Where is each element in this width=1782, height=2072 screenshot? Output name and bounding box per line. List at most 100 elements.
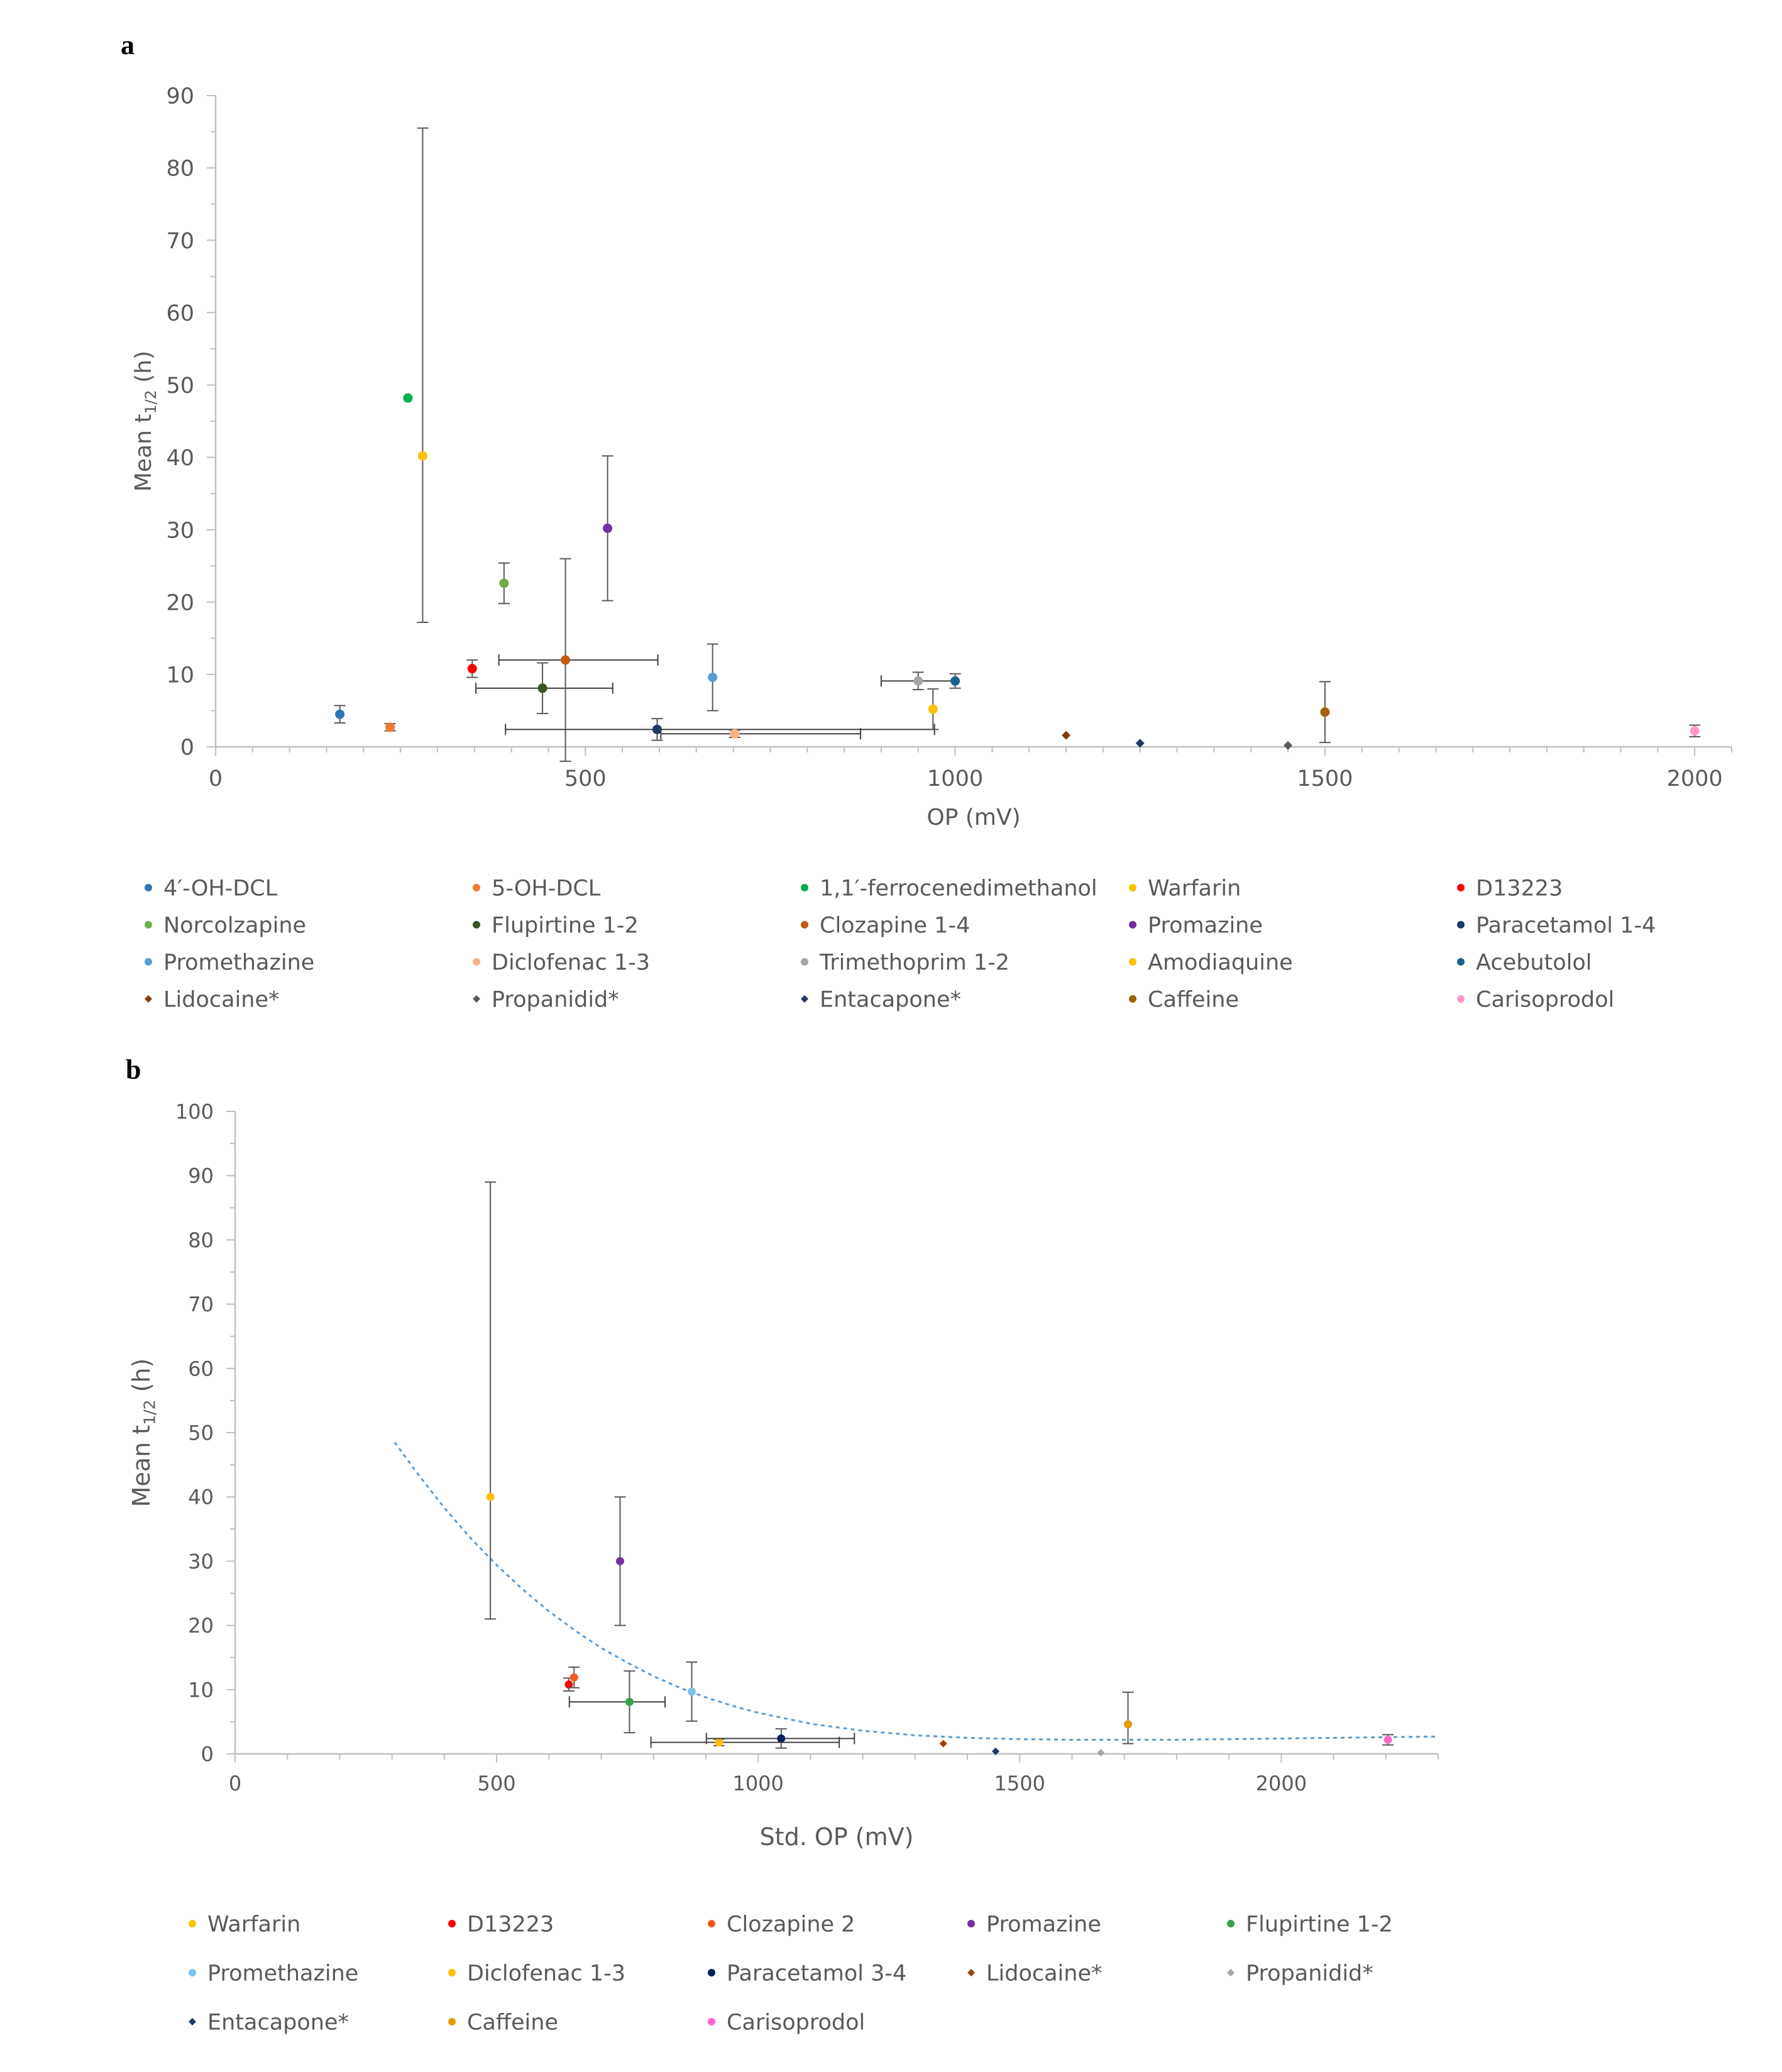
a-legend-item-norcolzapine: Norcolzapine — [145, 913, 306, 939]
a-legend-marker — [1129, 958, 1136, 966]
b-y-axis-label: Mean t1/2 (h) — [128, 1358, 158, 1507]
b-legend-label: Clozapine 2 — [727, 1912, 855, 1937]
b-y-axis-label-main: Mean t — [128, 1425, 155, 1507]
b-y-tick-label: 100 — [175, 1100, 214, 1124]
b-legend-label: Paracetamol 3-4 — [727, 1961, 906, 1987]
a-x-tick-label: 0 — [209, 766, 223, 791]
a-point-propanidid — [1284, 741, 1293, 750]
b-series-lidocaine — [939, 1739, 947, 1748]
legend-a: 4′-OH-DCL 5-OH-DCL 1,1′-ferrocenedimethano… — [145, 876, 1656, 1013]
b-point-diclofenac-1-3 — [715, 1738, 723, 1747]
a-legend-marker — [145, 995, 152, 1003]
a-legend-item-flupirtine-1-2: Flupirtine 1-2 — [473, 913, 639, 939]
a-legend-label: Lidocaine* — [163, 988, 280, 1013]
a-series-1-1-ferrocenedimethanol — [403, 393, 413, 403]
a-y-tick-label: 10 — [166, 663, 194, 688]
a-legend-item-amodiaquine: Amodiaquine — [1129, 951, 1293, 976]
a-legend-label: Diclofenac 1-3 — [492, 951, 650, 976]
b-point-caffeine — [1124, 1720, 1133, 1729]
b-legend-item-promethazine: Promethazine — [189, 1961, 358, 1987]
b-series-caffeine — [1122, 1691, 1134, 1744]
b-point-lidocaine — [939, 1739, 947, 1748]
a-legend-marker — [145, 884, 152, 891]
b-point-paracetamol-3-4 — [777, 1734, 786, 1743]
legend-b: Warfarin D13223 Clozapine 2 Promazine Flupir… — [189, 1912, 1393, 2036]
b-legend-label: Lidocaine* — [986, 1961, 1103, 1987]
a-series-promethazine — [707, 643, 718, 712]
a-series-4-oh-dcl — [334, 705, 346, 724]
b-trendline — [393, 1441, 1439, 1741]
b-series-clozapine-2 — [568, 1667, 580, 1689]
b-legend-marker — [708, 1920, 715, 1927]
a-series-entacapone — [1135, 739, 1145, 748]
a-y-tick-label: 30 — [166, 518, 194, 543]
b-point-promethazine — [687, 1687, 696, 1696]
a-series-norcolzapine — [498, 562, 510, 605]
a-legend-label: Acebutolol — [1476, 951, 1592, 976]
a-legend-item-d13223: D13223 — [1457, 876, 1563, 901]
a-series-warfarin — [417, 127, 429, 624]
a-legend-marker — [145, 958, 152, 966]
a-point-d13223 — [467, 664, 477, 674]
b-y-tick-label: 70 — [188, 1292, 214, 1316]
b-legend-marker — [448, 1920, 456, 1927]
a-y-tick-label: 0 — [180, 736, 194, 761]
a-series-amodiaquine — [927, 688, 939, 730]
b-point-carisoprodol — [1383, 1736, 1392, 1744]
b-series-flupirtine-1-2 — [568, 1670, 666, 1734]
b-y-axis-label-unit: (h) — [128, 1358, 155, 1400]
b-point-flupirtine-1-2 — [625, 1697, 634, 1706]
a-legend-item-trimethoprim-1-2: Trimethoprim 1-2 — [801, 951, 1009, 976]
a-point-diclofenac-1-3 — [730, 729, 740, 739]
a-series-5-oh-dcl — [384, 722, 396, 732]
a-legend-label: Paracetamol 1-4 — [1476, 913, 1656, 939]
a-legend-item-entacapone: Entacapone* — [801, 988, 961, 1013]
a-legend-label: Promethazine — [163, 951, 314, 976]
a-legend-label: D13223 — [1476, 876, 1563, 901]
a-series-trimethoprim-1-2 — [880, 671, 956, 691]
a-point-amodiaquine — [928, 704, 938, 714]
a-legend-marker — [801, 921, 808, 929]
a-legend-item-acebutolol: Acebutolol — [1457, 951, 1592, 976]
a-legend-label: Caffeine — [1148, 988, 1239, 1013]
a-series-acebutolol — [949, 673, 961, 689]
a-legend-marker — [1129, 921, 1136, 929]
b-legend-label: Propanidid* — [1246, 1961, 1373, 1987]
a-legend-marker — [1129, 995, 1136, 1003]
b-legend-label: Entacapone* — [207, 2010, 349, 2036]
b-point-clozapine-2 — [569, 1673, 578, 1682]
b-y-tick-label: 90 — [188, 1164, 214, 1188]
b-point-propanidid — [1097, 1748, 1105, 1756]
a-legend-item-carisoprodol: Carisoprodol — [1457, 988, 1614, 1013]
a-y-tick-label: 20 — [166, 590, 194, 615]
a-point-4-oh-dcl — [335, 709, 345, 719]
b-legend-item-carisoprodol: Carisoprodol — [708, 2010, 865, 2036]
a-legend-marker — [1129, 884, 1136, 891]
b-legend-item-diclofenac-1-3: Diclofenac 1-3 — [448, 1961, 625, 1987]
a-legend-item-caffeine: Caffeine — [1129, 988, 1239, 1013]
a-legend-marker — [801, 958, 808, 966]
panel-label-a: a — [121, 30, 135, 60]
a-series-paracetamol-1-4 — [505, 718, 935, 741]
b-legend-marker — [189, 1920, 196, 1927]
b-legend-marker — [448, 1969, 456, 1976]
a-legend-item-diclofenac-1-3: Diclofenac 1-3 — [473, 951, 650, 976]
a-x-tick-label: 1000 — [927, 766, 983, 791]
chart-a: 0 10 20 30 40 50 60 70 80 90 0 500 1000 1500 2000 OP (m… — [131, 84, 1732, 830]
b-legend-marker — [1227, 1920, 1235, 1927]
a-point-promazine — [603, 523, 613, 533]
a-point-carisoprodol — [1690, 726, 1700, 736]
b-legend-marker — [189, 1969, 196, 1976]
a-point-flupirtine-1-2 — [537, 683, 547, 693]
a-y-tick-label: 90 — [166, 84, 194, 109]
b-legend-marker — [189, 2018, 196, 2025]
b-x-tick-label: 1500 — [994, 1772, 1045, 1795]
b-point-d13223 — [564, 1680, 573, 1689]
b-y-tick-label: 10 — [188, 1678, 214, 1702]
a-legend-item-5-oh-dcl: 5-OH-DCL — [473, 876, 601, 901]
b-legend-item-d13223: D13223 — [448, 1912, 554, 1937]
a-legend-label: Warfarin — [1148, 876, 1241, 901]
b-point-promazine — [615, 1557, 624, 1565]
b-legend-label: Promazine — [986, 1912, 1101, 1937]
